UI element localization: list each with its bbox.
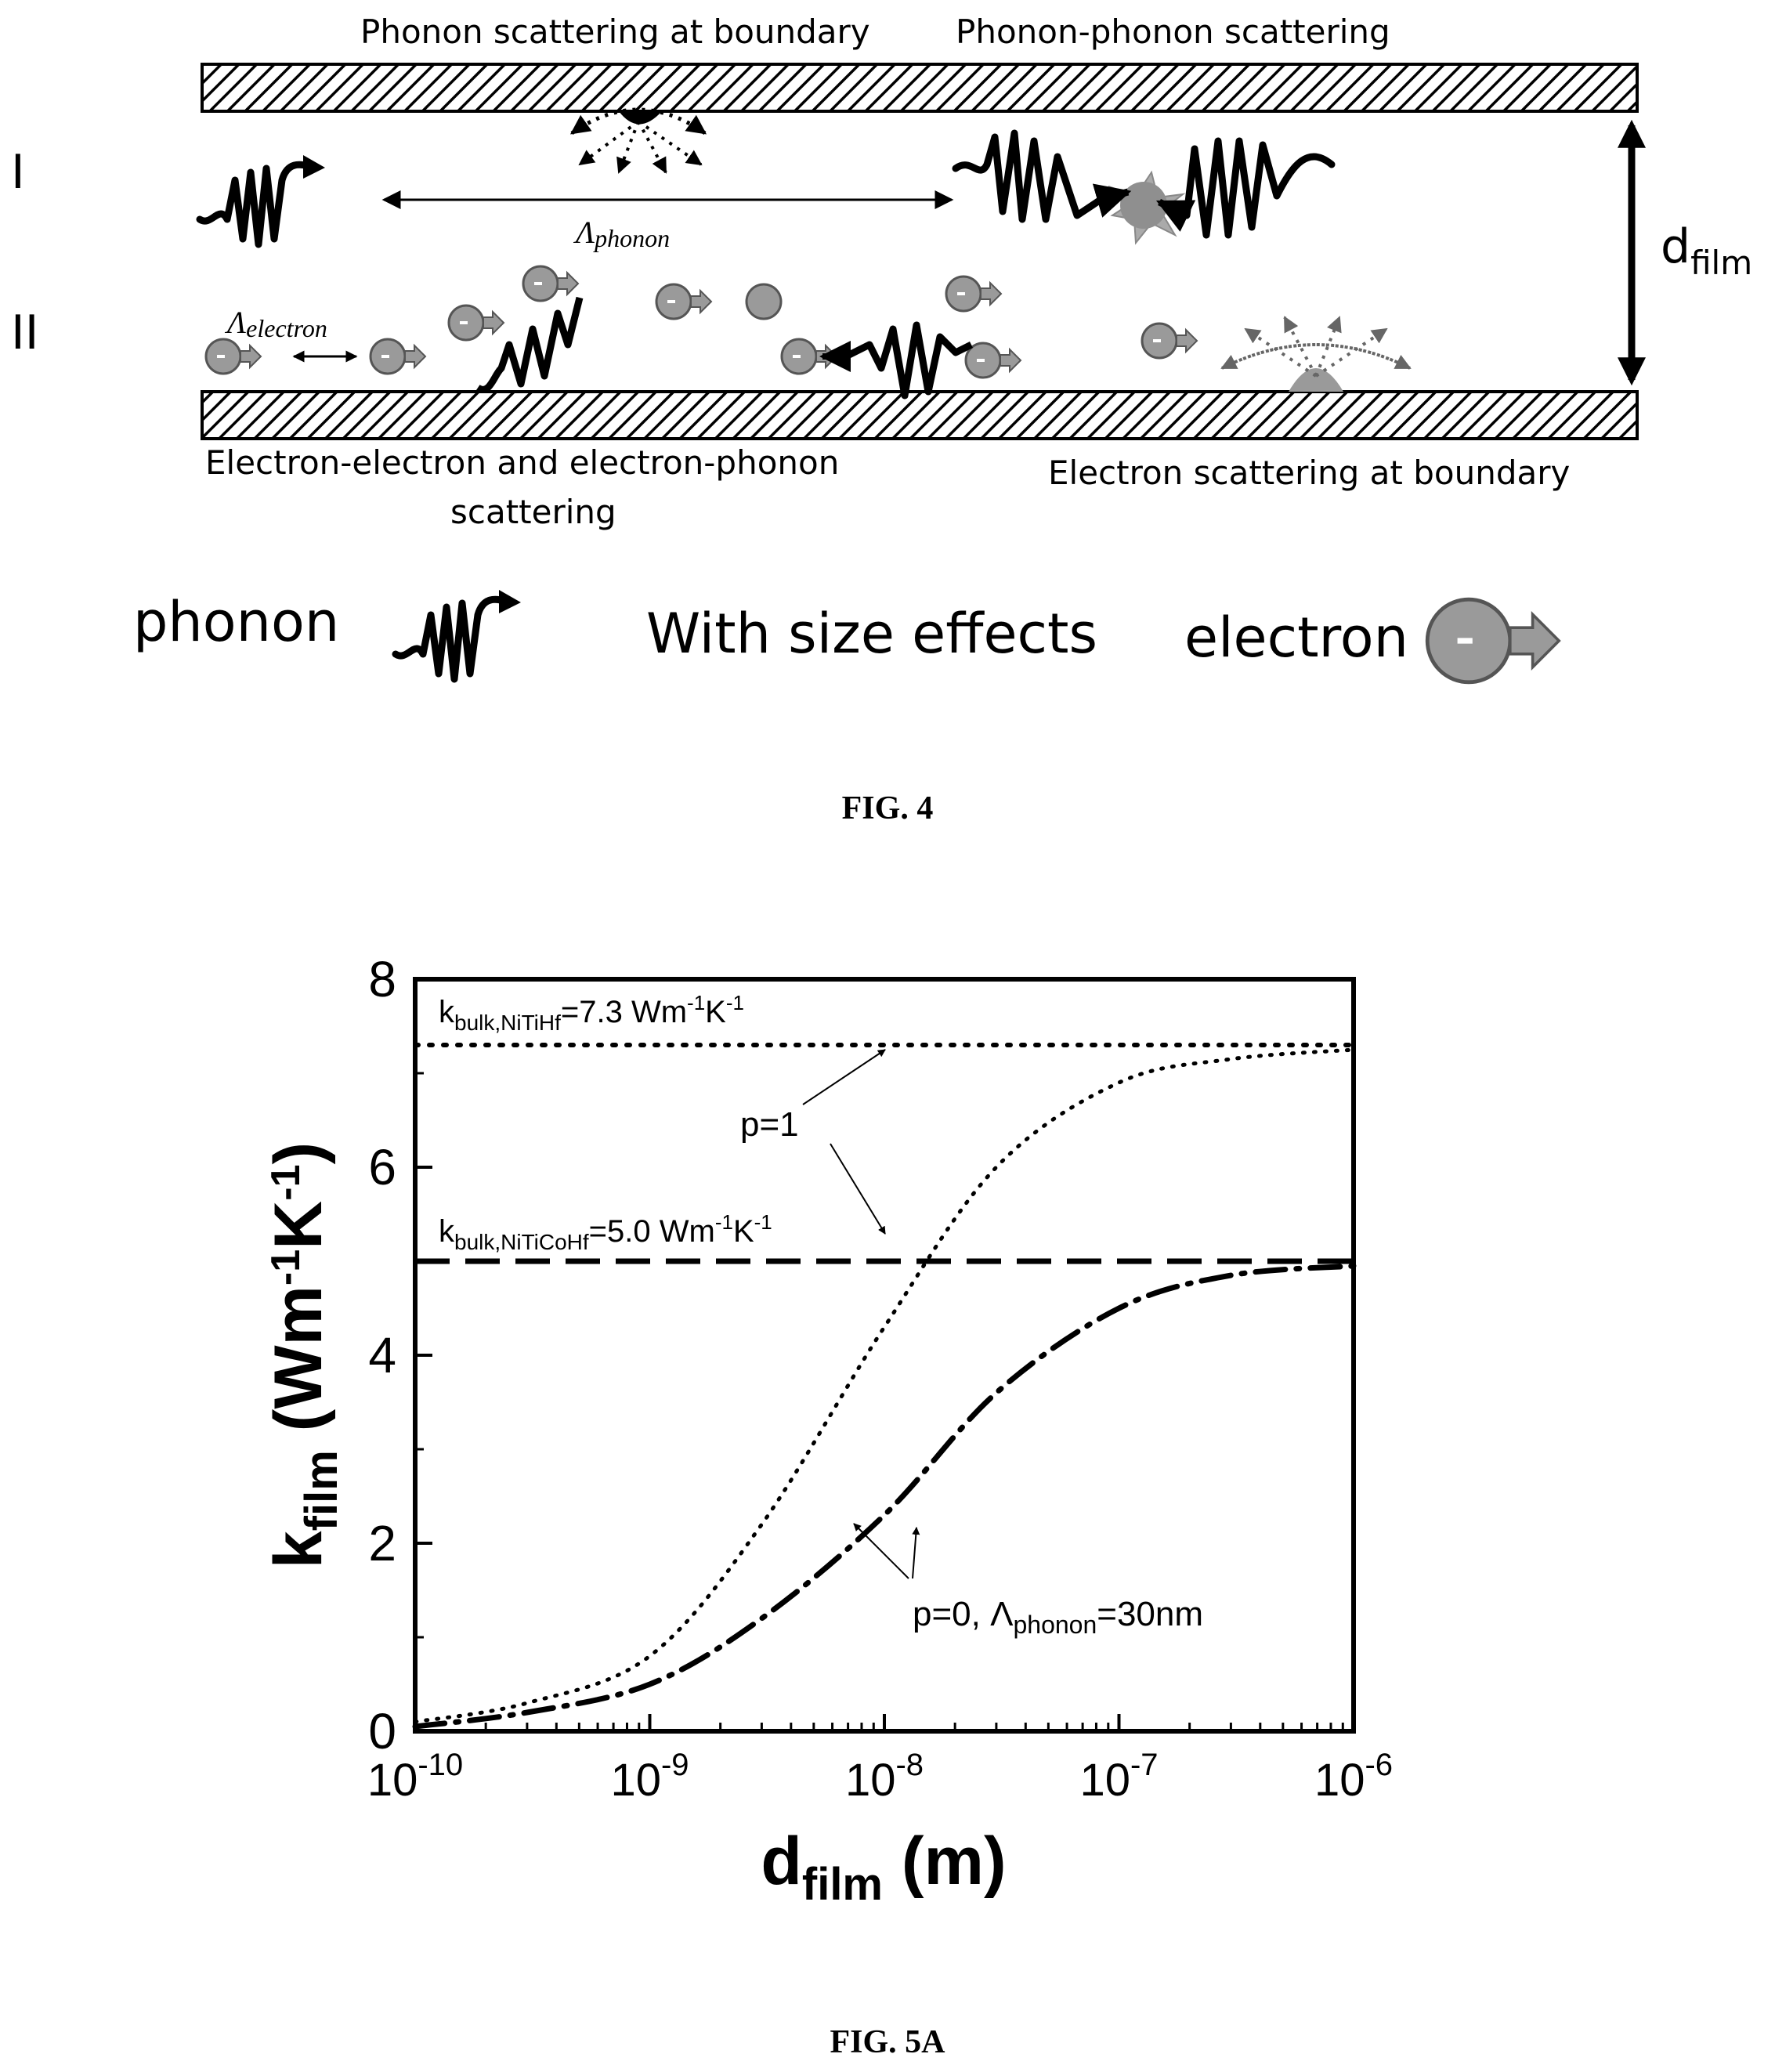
annotation-p1: p=1 xyxy=(740,1105,799,1144)
y-tick-label: 2 xyxy=(368,1515,396,1571)
y-axis-title: kfilm (Wm-1K-1) xyxy=(261,1142,347,1568)
legend-electron-label: electron xyxy=(1184,606,1408,670)
legend-size-effects-label: With size effects xyxy=(646,602,1097,666)
legend-electron-icon xyxy=(1425,597,1561,685)
plot-frame xyxy=(413,977,1356,1734)
x-tick-labels: 10-10 10-9 10-8 10-7 10-6 xyxy=(367,1748,1393,1806)
electron-icon xyxy=(522,265,580,302)
d-film-label: dfilm xyxy=(1661,219,1752,282)
legend-phonon-icon xyxy=(396,590,521,679)
x-tick-label: 10-6 xyxy=(1314,1748,1393,1806)
y-tick-label: 4 xyxy=(368,1327,396,1383)
fig4-caption: FIG. 4 xyxy=(842,790,934,826)
annotation-p0: p=0, Λphonon=30nm xyxy=(913,1595,1203,1639)
fig5a-caption: FIG. 5A xyxy=(830,2024,946,2060)
y-tick-label: 0 xyxy=(368,1703,396,1759)
label-phonon-phonon-scattering: Phonon-phonon scattering xyxy=(956,13,1390,51)
phonon-phonon-scatter-icon xyxy=(952,129,1336,245)
legend-phonon-label: phonon xyxy=(133,590,339,654)
x-axis-ticks xyxy=(414,1714,1355,1731)
reference-lines xyxy=(413,1043,1356,1264)
chart-series xyxy=(412,1047,1357,1730)
annotation-kbulk-nitihf: kbulk,NiTiHf=7.3 Wm-1K-1 xyxy=(439,991,744,1035)
y-tick-label: 6 xyxy=(368,1139,396,1195)
electron-phonon-wave-icon xyxy=(844,321,974,400)
label-phonon-boundary-scattering: Phonon scattering at boundary xyxy=(360,13,870,51)
label-electron-boundary-scattering: Electron scattering at boundary xyxy=(1048,454,1570,492)
region-label-2: II xyxy=(11,306,38,360)
electron-icon xyxy=(447,304,505,342)
label-electron-electron-phonon-scattering: Electron-electron and electron-phonon xyxy=(205,443,839,482)
lambda-electron-label: Λelectron xyxy=(224,305,327,342)
phonon-wave-icon xyxy=(200,155,325,244)
fig4-diagram: Phonon scattering at boundary Phonon-pho… xyxy=(11,13,1752,826)
x-axis-title: dfilm (m) xyxy=(761,1824,1006,1910)
fig5a-chart: 10-10 10-9 10-8 10-7 10-6 0 2 4 6 8 kbulk,NiTiHf… xyxy=(261,951,1393,2060)
x-tick-label: 10-8 xyxy=(845,1748,924,1806)
label-electron-electron-phonon-scattering-line2: scattering xyxy=(450,493,616,531)
y-tick-label: 8 xyxy=(368,951,396,1007)
electron-phonon-wave-icon xyxy=(475,296,584,393)
region-label-1: I xyxy=(11,145,25,200)
y-tick-labels: 0 2 4 6 8 xyxy=(368,951,396,1759)
electron-icon xyxy=(745,283,783,320)
electron-icon xyxy=(945,275,1003,313)
bottom-boundary xyxy=(201,390,1639,440)
lambda-phonon-label: Λphonon xyxy=(573,215,670,252)
x-tick-label: 10-9 xyxy=(610,1748,689,1806)
electron-icon xyxy=(204,338,262,375)
electron-icon xyxy=(964,342,1022,379)
electron-icon xyxy=(1141,322,1198,360)
x-tick-label: 10-10 xyxy=(367,1748,463,1806)
electron-boundary-scatter-icon xyxy=(1220,316,1412,392)
x-tick-label: 10-7 xyxy=(1079,1748,1158,1806)
y-axis-ticks xyxy=(415,978,432,1733)
series-line-0 xyxy=(413,1047,1356,1724)
electron-icon xyxy=(369,338,427,375)
top-boundary xyxy=(201,63,1639,113)
annotation-kbulk-niticohf: kbulk,NiTiCoHf=5.0 Wm-1K-1 xyxy=(439,1210,772,1254)
electron-icon xyxy=(655,283,713,320)
series-line-1 xyxy=(412,1263,1357,1730)
phonon-boundary-scatter-icon xyxy=(569,107,707,174)
